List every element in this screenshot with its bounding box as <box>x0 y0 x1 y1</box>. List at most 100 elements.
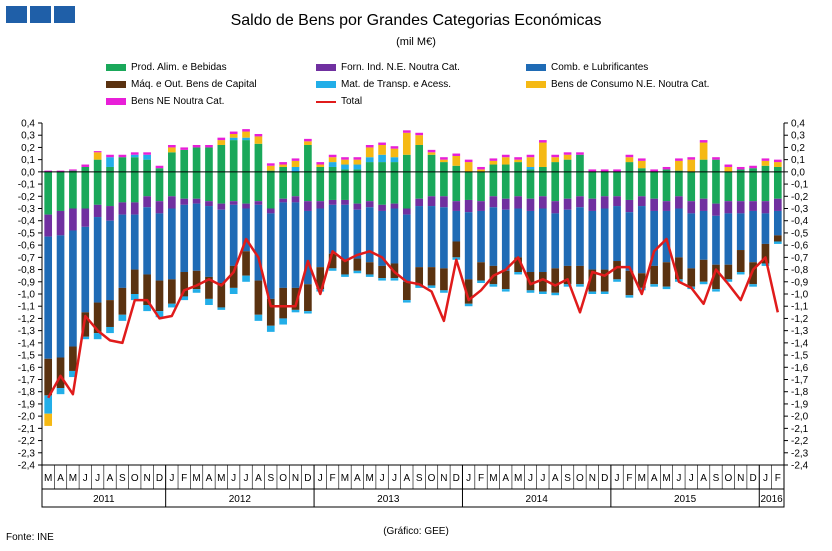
bar-segment <box>489 164 498 172</box>
bar-segment <box>712 157 720 160</box>
bar-segment <box>242 203 250 209</box>
x-tick-label-month: A <box>57 473 64 484</box>
bar-segment <box>192 289 201 293</box>
bar-segment <box>761 263 770 266</box>
bar-segment <box>675 196 683 209</box>
bar-segment <box>427 267 436 286</box>
x-tick-label-month: M <box>192 473 200 484</box>
x-tick-label-month: J <box>528 473 533 484</box>
bar-segment <box>304 141 312 145</box>
bar-segment <box>390 148 399 158</box>
y-tick-label-right: -0,2 <box>791 192 809 203</box>
bar-segment <box>773 235 782 242</box>
y-tick-label-right: -1,3 <box>791 326 809 337</box>
bar-segment <box>464 159 473 163</box>
bar-segment <box>773 159 782 163</box>
legend-label: Total <box>341 96 363 107</box>
x-tick-label-month: M <box>638 473 646 484</box>
bar-segment <box>291 196 300 203</box>
bar-segment <box>291 309 300 313</box>
bar-segment <box>143 159 151 172</box>
bar-segment <box>539 166 547 172</box>
bar-segment <box>415 144 424 172</box>
bar-segment <box>440 268 448 291</box>
y-tick-label-right: -0,7 <box>791 253 809 264</box>
bar-segment <box>205 201 213 207</box>
bar-segment <box>229 287 238 294</box>
bar-segment <box>291 166 300 172</box>
bar-segment <box>501 270 510 290</box>
bar-segment <box>761 171 770 202</box>
total-line <box>47 237 780 399</box>
bar-segment <box>155 171 164 202</box>
x-tick-label-month: N <box>737 473 744 484</box>
bar-segment <box>600 291 609 294</box>
x-tick-label-month: M <box>662 473 670 484</box>
bar-segment <box>712 289 720 292</box>
y-tick-label-right: -0,3 <box>791 204 809 215</box>
bar-segment <box>526 154 535 158</box>
bar-segment <box>217 144 226 172</box>
bar-segment <box>93 159 102 172</box>
x-tick-label-month: A <box>700 473 707 484</box>
bar-segment <box>576 152 584 155</box>
x-tick-label-month: J <box>318 473 323 484</box>
bar-segment <box>341 169 349 172</box>
x-tick-label-year: 2011 <box>93 494 115 505</box>
bar-segment <box>452 201 461 211</box>
bar-segment <box>180 204 189 273</box>
bar-segment <box>477 171 485 202</box>
bar-segment <box>279 171 287 199</box>
bar-segment <box>699 171 708 199</box>
bar-segment <box>341 157 349 160</box>
bar-segment <box>699 142 708 160</box>
bar-segment <box>402 281 411 301</box>
bar-segment <box>576 171 584 197</box>
bar-segment <box>464 303 473 307</box>
bar-segment <box>773 166 782 172</box>
bar-segment <box>675 257 683 280</box>
x-tick-label-year: 2015 <box>674 494 697 505</box>
bar-segment <box>69 170 77 172</box>
bar-segment <box>93 333 102 340</box>
bar-segment <box>254 314 263 321</box>
bar-segment <box>600 208 609 270</box>
chart-source: Fonte: INE <box>6 532 54 543</box>
bar-segment <box>415 198 424 207</box>
bar-segment <box>773 162 782 167</box>
y-tick-label-left: -1,3 <box>18 326 36 337</box>
bar-segment <box>180 147 189 150</box>
bar-segment <box>168 279 176 304</box>
bar-segment <box>402 171 411 209</box>
bar-segment <box>118 214 127 288</box>
bar-segment <box>650 198 658 211</box>
bar-segment <box>539 196 547 209</box>
bar-segment <box>155 213 164 281</box>
bar-segment <box>242 251 250 276</box>
bar-segment <box>229 133 238 138</box>
bar-segment <box>477 169 485 172</box>
bar-segment <box>415 135 424 145</box>
bar-segment <box>316 201 325 209</box>
legend-item: Comb. e Lubrificantes <box>526 62 648 73</box>
x-tick-label-month: A <box>255 473 262 484</box>
bar-segment <box>328 166 337 172</box>
bar-segment <box>168 144 176 148</box>
bar-segment <box>365 262 374 275</box>
x-tick-label-month: J <box>615 473 620 484</box>
x-tick-label-month: J <box>392 473 397 484</box>
x-tick-label-month: D <box>304 473 311 484</box>
bar-segment <box>687 213 696 269</box>
bar-segment <box>650 210 658 266</box>
bar-segment <box>427 149 436 153</box>
bar-segment <box>526 198 535 211</box>
bar-segment <box>192 171 201 199</box>
bar-segment <box>341 159 349 165</box>
bar-segment <box>588 269 597 292</box>
bar-segment <box>229 131 238 134</box>
bar-segment <box>93 152 102 160</box>
x-tick-label-month: J <box>244 473 249 484</box>
bar-segment <box>662 166 671 170</box>
bar-segment <box>44 171 53 215</box>
bar-segment <box>328 199 337 205</box>
